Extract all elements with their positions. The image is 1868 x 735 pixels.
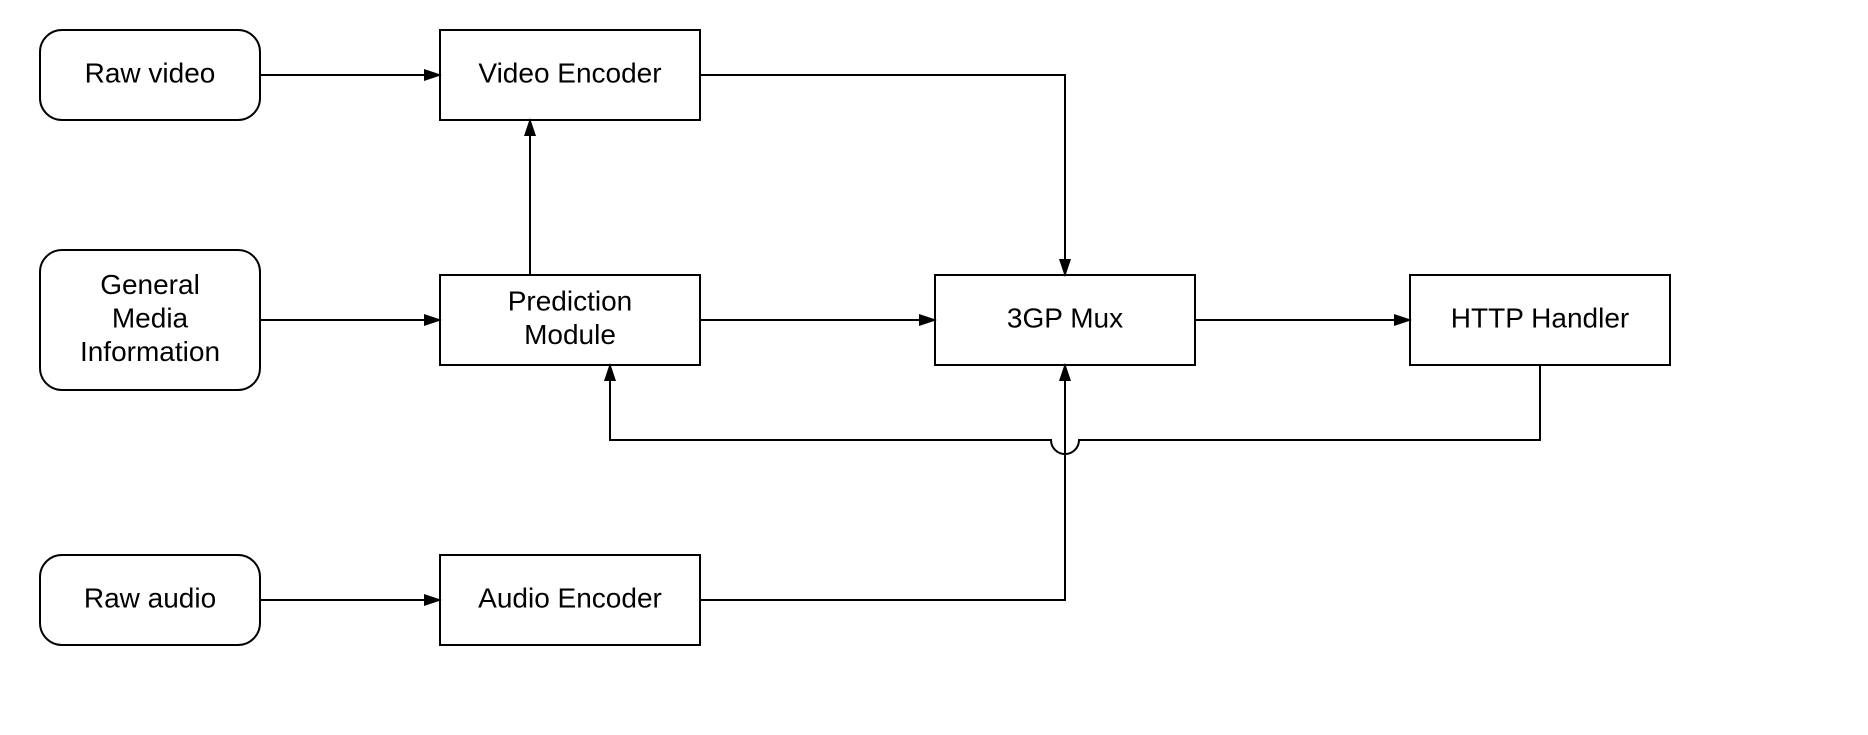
node-prediction_module-label: Module	[524, 319, 616, 350]
edge-http-to-prediction	[610, 365, 1540, 454]
node-http_handler-label: HTTP Handler	[1451, 302, 1629, 333]
node-general_media-label: Media	[112, 302, 189, 333]
node-prediction_module: PredictionModule	[440, 275, 700, 365]
node-raw_video: Raw video	[40, 30, 260, 120]
node-raw_audio: Raw audio	[40, 555, 260, 645]
node-general_media-label: Information	[80, 336, 220, 367]
edge-audioencoder-to-mux	[700, 365, 1065, 600]
node-http_handler: HTTP Handler	[1410, 275, 1670, 365]
edge-videoencoder-to-mux	[700, 75, 1065, 275]
node-general_media: GeneralMediaInformation	[40, 250, 260, 390]
node-audio_encoder-label: Audio Encoder	[478, 582, 662, 613]
node-prediction_module-label: Prediction	[508, 286, 633, 317]
node-mux-label: 3GP Mux	[1007, 302, 1123, 333]
node-audio_encoder: Audio Encoder	[440, 555, 700, 645]
node-general_media-label: General	[100, 269, 200, 300]
node-raw_audio-label: Raw audio	[84, 582, 216, 613]
node-video_encoder: Video Encoder	[440, 30, 700, 120]
node-video_encoder-label: Video Encoder	[478, 57, 661, 88]
node-mux: 3GP Mux	[935, 275, 1195, 365]
node-raw_video-label: Raw video	[85, 57, 216, 88]
